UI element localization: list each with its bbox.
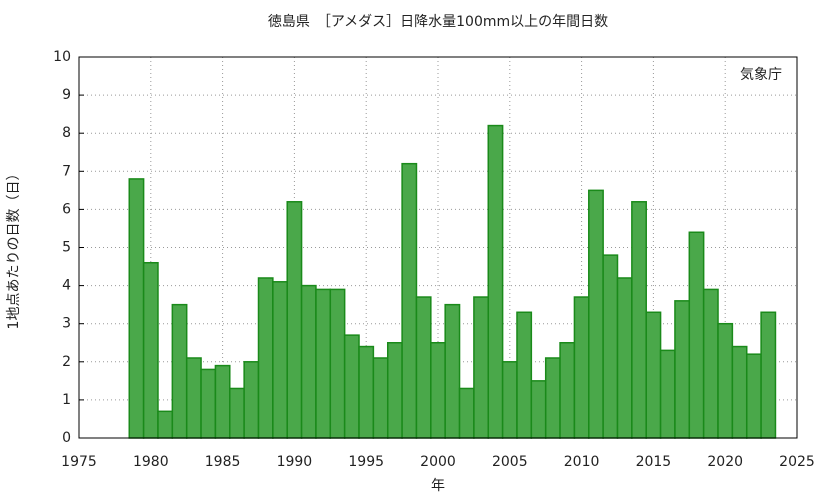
x-tick-label: 1980 xyxy=(133,454,169,470)
bar xyxy=(760,311,777,439)
x-tick-label: 2015 xyxy=(636,454,672,470)
y-tick-label: 2 xyxy=(62,354,71,370)
bar xyxy=(458,387,475,439)
bar xyxy=(157,410,174,439)
y-tick-label: 5 xyxy=(62,240,71,256)
bar xyxy=(128,178,145,439)
bar xyxy=(343,334,360,439)
bar xyxy=(243,361,260,439)
x-tick-label: 2010 xyxy=(564,454,600,470)
bar xyxy=(501,361,518,439)
bar xyxy=(487,124,504,439)
bar xyxy=(530,380,547,439)
bar xyxy=(631,201,647,439)
x-tick-label: 2025 xyxy=(779,454,815,470)
y-tick-label: 0 xyxy=(62,430,71,446)
x-tick-label: 2000 xyxy=(420,454,456,470)
y-tick-label: 7 xyxy=(62,163,71,179)
y-tick-label: 8 xyxy=(62,125,71,141)
bar xyxy=(473,296,490,439)
bar xyxy=(229,387,245,439)
bar xyxy=(358,345,375,439)
bar xyxy=(214,364,231,439)
bar xyxy=(171,303,188,439)
chart-title: 徳島県 ［アメダス］日降水量100mm以上の年間日数 xyxy=(268,14,608,30)
bar xyxy=(702,288,719,439)
bar xyxy=(588,189,604,439)
x-tick-label: 1990 xyxy=(277,454,313,470)
bar xyxy=(430,342,446,439)
bar xyxy=(616,277,633,439)
bar xyxy=(415,296,432,439)
bar xyxy=(688,231,705,439)
bar xyxy=(602,254,619,439)
y-tick-label: 9 xyxy=(62,87,71,103)
bar xyxy=(372,357,389,439)
plot-frame xyxy=(78,56,798,439)
x-tick-label: 1995 xyxy=(348,454,384,470)
bar xyxy=(731,345,748,439)
bar xyxy=(329,288,346,439)
bar xyxy=(573,296,590,439)
bar xyxy=(659,349,676,439)
bar xyxy=(142,261,159,439)
bar xyxy=(645,311,662,439)
bar xyxy=(272,281,288,439)
bar xyxy=(185,357,202,439)
x-tick-label: 1985 xyxy=(205,454,241,470)
bar xyxy=(674,300,691,439)
bar xyxy=(717,322,734,439)
bar xyxy=(401,162,418,439)
annotation: 気象庁 xyxy=(740,67,782,83)
bar xyxy=(386,342,403,439)
bar xyxy=(200,368,217,439)
x-tick-label: 1975 xyxy=(61,454,97,470)
x-tick-label: 2020 xyxy=(707,454,743,470)
bar xyxy=(286,201,303,439)
y-tick-label: 1 xyxy=(62,392,71,408)
y-tick-label: 4 xyxy=(62,278,71,294)
bar xyxy=(444,303,461,439)
y-tick-label: 10 xyxy=(53,49,71,65)
y-tick-label: 6 xyxy=(62,201,71,217)
y-tick-label: 3 xyxy=(62,316,71,332)
bar xyxy=(300,284,317,439)
bar xyxy=(544,357,561,439)
bar xyxy=(257,277,274,439)
bar xyxy=(559,342,576,439)
x-tick-label: 2005 xyxy=(492,454,528,470)
bar xyxy=(516,311,533,439)
bar xyxy=(315,288,332,439)
y-axis-label: 1地点あたりの日数（日） xyxy=(6,167,22,330)
x-axis-label: 年 xyxy=(431,478,445,494)
bar xyxy=(745,353,762,439)
